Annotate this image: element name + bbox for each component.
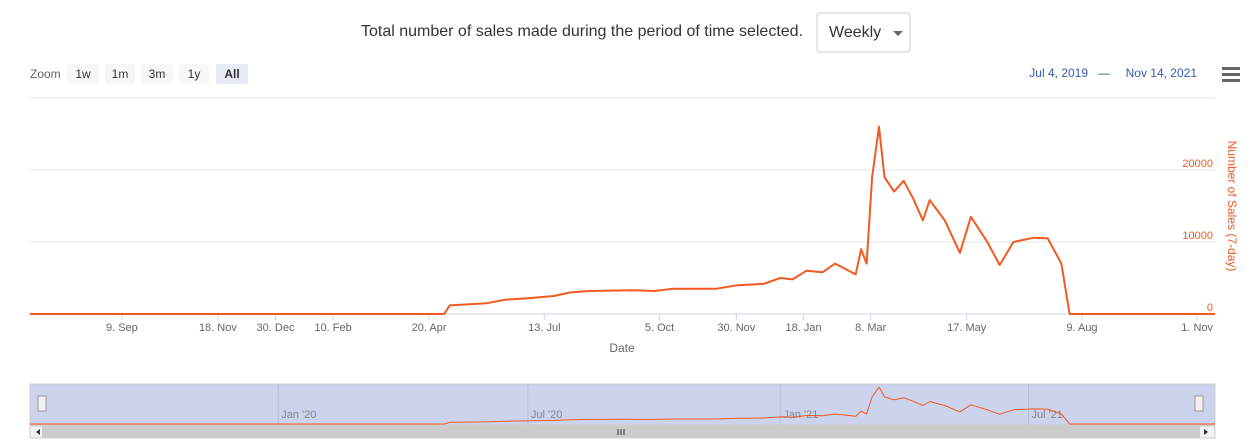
x-tick-label: 9. Sep <box>106 322 138 334</box>
navigator-handle[interactable] <box>37 395 47 412</box>
navigator-mask[interactable] <box>29 383 1216 426</box>
select-value[interactable]: Weekly <box>829 24 881 41</box>
range-to[interactable]: Nov 14, 2021 <box>1126 66 1198 80</box>
zoom-button[interactable] <box>179 64 209 84</box>
x-tick-label: 30. Dec <box>257 322 295 334</box>
series-line <box>30 125 1215 315</box>
page-title: Total number of sales made during the pe… <box>361 23 803 40</box>
x-tick-label: 8. Mar <box>855 322 887 334</box>
x-tick-label: 30. Nov <box>717 322 755 334</box>
x-tick-label: 13. Jul <box>528 322 560 334</box>
navigator-label: Jul '21 <box>1031 409 1062 421</box>
x-tick-label: 9. Aug <box>1066 322 1097 334</box>
navigator-label: Jul '20 <box>531 409 562 421</box>
navigator-label: Jan '20 <box>281 409 316 421</box>
select-box[interactable] <box>816 12 911 53</box>
thumb-grip <box>617 429 625 435</box>
x-tick-label: 18. Nov <box>199 322 237 334</box>
zoom-button-label[interactable]: 1m <box>112 67 129 81</box>
y-tick-label: 0 <box>1207 302 1213 314</box>
zoom-button-label[interactable]: 3m <box>149 67 166 81</box>
zoom-button[interactable] <box>105 64 135 84</box>
select-arrow <box>893 31 903 36</box>
navigator-label: Jan '21 <box>783 409 818 421</box>
x-axis-title: Date <box>609 341 635 355</box>
x-tick-label: 5. Oct <box>645 322 674 334</box>
zoom-buttons: 1w 1m 3m 1y All <box>67 64 248 84</box>
zoom-button-label[interactable]: 1w <box>75 67 91 81</box>
zoom-button[interactable] <box>67 64 99 84</box>
menu-bar <box>1222 67 1240 70</box>
x-tick-label: 17. May <box>947 322 987 334</box>
period-select[interactable]: Weekly <box>816 12 911 53</box>
range-separator: — <box>1098 66 1110 80</box>
zoom-button[interactable] <box>216 64 248 84</box>
navigator-handle[interactable] <box>1194 395 1204 412</box>
y-tick-label: 10000 <box>1182 230 1213 242</box>
zoom-label: Zoom <box>30 67 61 81</box>
y-axis-title: Number of Sales (7-day) <box>1225 141 1239 272</box>
zoom-button-label[interactable]: All <box>224 67 239 81</box>
y-tick-label: 20000 <box>1182 158 1213 170</box>
range-from[interactable]: Jul 4, 2019 <box>1029 66 1088 80</box>
x-tick-label: 1. Nov <box>1181 322 1213 334</box>
x-tick-label: 10. Feb <box>314 322 351 334</box>
menu-bar <box>1222 73 1240 76</box>
x-tick-label: 20. Apr <box>412 322 447 334</box>
navigator-line <box>30 386 1215 425</box>
zoom-button[interactable] <box>141 64 173 84</box>
menu-bar <box>1222 79 1240 82</box>
zoom-button-label[interactable]: 1y <box>188 67 201 81</box>
menu-button[interactable] <box>1222 67 1240 82</box>
x-tick-label: 18. Jan <box>785 322 821 334</box>
